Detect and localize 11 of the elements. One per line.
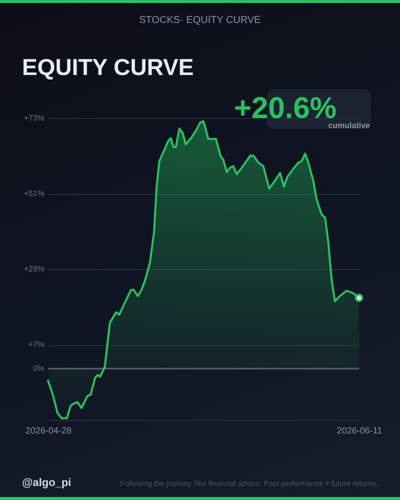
y-tick-label: +29% [24, 264, 44, 274]
y-tick-label: 0% [32, 364, 44, 374]
y-tick-label: +7% [28, 340, 44, 349]
chart-subtitle: STOCKS· EQUITY CURVE [138, 15, 262, 26]
annotation: cumulative [328, 121, 370, 130]
x-tick-label: 2026-06-11 [336, 426, 382, 436]
y-tick-label: +51% [24, 189, 44, 198]
text: @algo_pi [22, 477, 72, 489]
chart-title: EQUITY CURVE [22, 54, 194, 81]
y-tick-label: +73% [24, 114, 44, 122]
x-tick-label: 2026-04-28 [25, 426, 72, 436]
